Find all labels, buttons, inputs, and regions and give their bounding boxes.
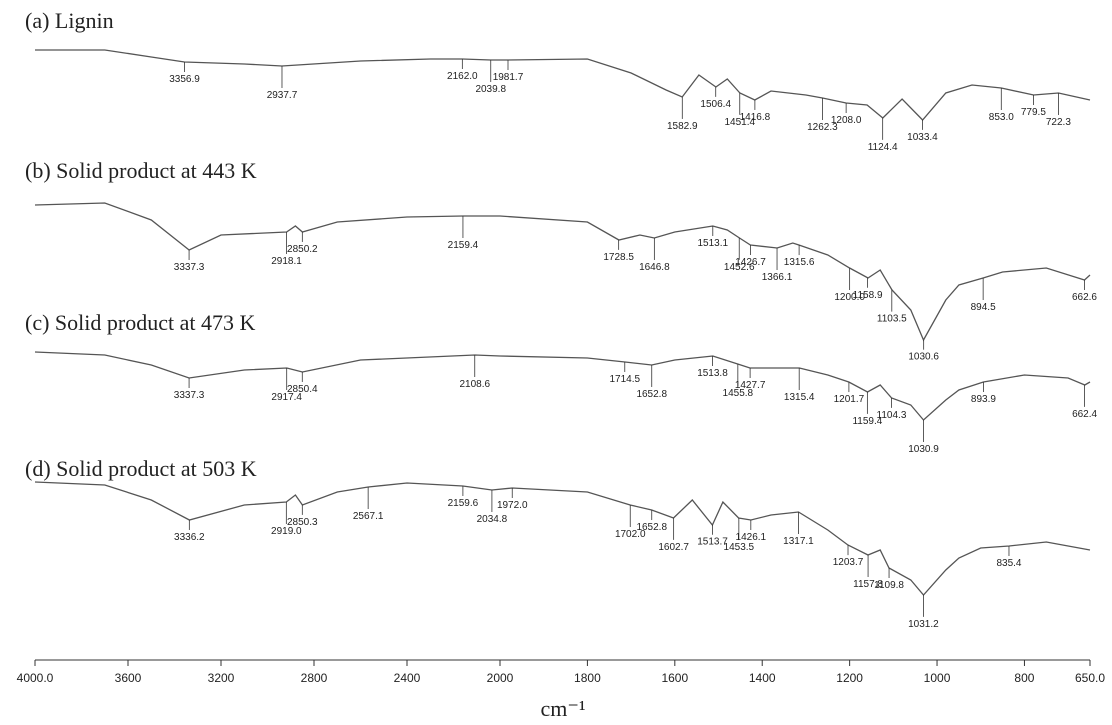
peak-label: 1200.0 [834, 292, 865, 303]
peak-label: 2159.6 [448, 498, 479, 509]
x-tick-label: 2000 [487, 671, 514, 685]
peak-label: 2108.6 [459, 379, 490, 390]
peak-label: 1513.7 [697, 537, 728, 548]
peak-label: 1201.7 [834, 394, 865, 405]
peak-label: 2850.2 [287, 244, 318, 255]
peak-label: 1158.9 [853, 290, 883, 301]
x-tick-label: 2400 [394, 671, 421, 685]
peak-label: 722.3 [1046, 117, 1071, 128]
peak-label: 1602.7 [658, 542, 689, 553]
peak-label: 1513.8 [697, 368, 728, 379]
spectrum-line [34, 351, 1091, 421]
peak-label: 1416.8 [740, 112, 771, 123]
peak-label: 2917.4 [271, 392, 302, 403]
peak-label: 1972.0 [497, 500, 528, 511]
peak-label: 1981.7 [493, 72, 524, 83]
peak-label: 893.9 [971, 394, 996, 405]
x-tick-label: 3600 [115, 671, 142, 685]
peak-label: 1030.9 [908, 444, 939, 455]
spectrum-line [35, 49, 1091, 121]
peak-label: 2937.7 [267, 90, 298, 101]
peak-label: 1646.8 [639, 262, 670, 273]
peak-label: 1452.6 [724, 262, 755, 273]
peak-label: 1203.7 [833, 557, 864, 568]
peak-label: 3337.3 [174, 390, 205, 401]
peak-label: 779.5 [1021, 107, 1046, 118]
x-tick-label: 1600 [661, 671, 688, 685]
peak-label: 1427.7 [735, 380, 766, 391]
x-tick-label: 2800 [301, 671, 328, 685]
peak-label: 1455.8 [723, 388, 754, 399]
peak-label: 1033.4 [907, 132, 938, 143]
peak-label: 1453.5 [724, 542, 755, 553]
peak-label: 662.4 [1072, 409, 1097, 420]
peak-label: 2159.4 [448, 240, 479, 251]
peak-label: 2162.0 [447, 71, 478, 82]
peak-label: 1317.1 [783, 536, 814, 547]
peak-label: 1208.0 [831, 115, 862, 126]
peak-label: 662.6 [1072, 292, 1097, 303]
x-tick-label: 800 [1014, 671, 1034, 685]
peak-label: 1030.6 [908, 352, 939, 363]
peak-label: 2850.3 [287, 517, 318, 528]
peak-label: 1159.4 [852, 416, 882, 427]
peak-label: 1652.8 [636, 522, 667, 533]
peak-label: 2918.1 [271, 256, 302, 267]
peak-label: 2034.8 [477, 514, 508, 525]
peak-label: 1262.3 [807, 122, 838, 133]
peak-label: 3356.9 [169, 74, 200, 85]
x-tick-label: 3200 [208, 671, 235, 685]
x-tick-label: 650.0 [1075, 671, 1105, 685]
peak-label: 835.4 [996, 558, 1021, 569]
peak-label: 1031.2 [908, 619, 939, 630]
peak-label: 2850.4 [287, 384, 318, 395]
panel-title: (a) Lignin [25, 8, 114, 33]
peak-label: 1124.4 [868, 142, 898, 153]
peak-label: 2919.0 [271, 526, 302, 537]
panel-title: (d) Solid product at 503 K [25, 456, 257, 481]
peak-label: 1315.6 [784, 257, 815, 268]
peak-label: 853.0 [989, 112, 1014, 123]
x-tick-label: 1400 [749, 671, 776, 685]
x-tick-label: 1800 [574, 671, 601, 685]
peak-label: 1315.4 [784, 392, 815, 403]
panel-title: (c) Solid product at 473 K [25, 310, 255, 335]
peak-label: 894.5 [971, 302, 996, 313]
spectrum-line [34, 481, 1091, 596]
peak-label: 1366.1 [762, 272, 793, 283]
peak-label: 1451.4 [724, 117, 755, 128]
peak-label: 2039.8 [475, 84, 506, 95]
peak-label: 1513.1 [697, 238, 728, 249]
peak-label: 1582.9 [667, 121, 698, 132]
peak-label: 3336.2 [174, 532, 205, 543]
x-axis-label: cm⁻¹ [540, 696, 585, 721]
peak-label: 2567.1 [353, 511, 384, 522]
panel-title: (b) Solid product at 443 K [25, 158, 257, 183]
peak-label: 1652.8 [636, 389, 667, 400]
peak-label: 1103.5 [877, 314, 907, 325]
peak-label: 1426.1 [736, 532, 767, 543]
peak-label: 1157.8 [853, 579, 883, 590]
spectrum-line [34, 202, 1091, 342]
peak-label: 1426.7 [735, 257, 766, 268]
peak-label: 1714.5 [609, 374, 640, 385]
peak-label: 1702.0 [615, 529, 646, 540]
peak-label: 1728.5 [603, 252, 634, 263]
peak-label: 1506.4 [700, 99, 731, 110]
peak-label: 1109.8 [874, 580, 904, 591]
x-tick-label: 1000 [924, 671, 951, 685]
peak-label: 1104.3 [877, 410, 907, 421]
x-tick-label: 4000.0 [17, 671, 54, 685]
x-tick-label: 1200 [836, 671, 863, 685]
peak-label: 3337.3 [174, 262, 205, 273]
